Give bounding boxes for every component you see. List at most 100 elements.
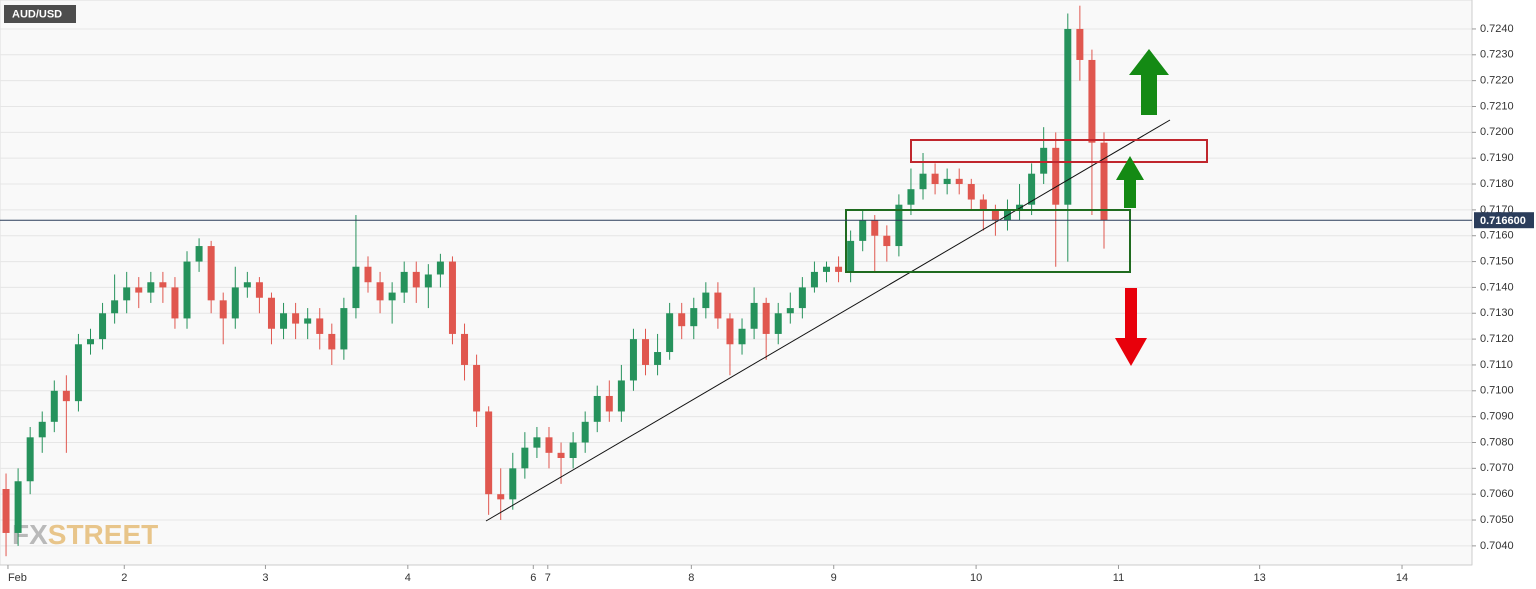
resistance-box bbox=[910, 139, 1208, 163]
y-tick-label: 0.7120 bbox=[1480, 333, 1514, 345]
candle-body bbox=[231, 287, 239, 319]
candle-body bbox=[1088, 59, 1096, 143]
candle-body bbox=[388, 292, 396, 301]
y-tick-label: 0.7180 bbox=[1480, 178, 1514, 190]
candle-body bbox=[243, 282, 251, 288]
y-tick-label: 0.7140 bbox=[1480, 281, 1514, 293]
candle-body bbox=[702, 292, 710, 309]
y-tick-label: 0.7150 bbox=[1480, 255, 1514, 267]
candle-body bbox=[871, 220, 879, 236]
candle-body bbox=[726, 318, 734, 345]
candle-body bbox=[497, 494, 505, 500]
candle-body bbox=[955, 178, 963, 185]
candle-body bbox=[292, 313, 300, 324]
x-tick-label: 6 bbox=[530, 572, 536, 584]
candle-body bbox=[835, 266, 843, 272]
candle-body bbox=[400, 271, 408, 293]
y-tick-label: 0.7110 bbox=[1480, 359, 1513, 371]
down-arrow bbox=[1115, 288, 1147, 366]
x-tick-label: 7 bbox=[545, 572, 551, 584]
y-tick-label: 0.7050 bbox=[1480, 514, 1514, 526]
candle-body bbox=[678, 313, 686, 327]
candle-body bbox=[376, 282, 384, 301]
candle-body bbox=[774, 313, 782, 334]
candle-body bbox=[762, 302, 770, 334]
trend-line bbox=[485, 119, 1171, 522]
candle-body bbox=[38, 421, 46, 438]
x-tick-label: 13 bbox=[1254, 572, 1266, 584]
support-box bbox=[845, 209, 1131, 273]
x-tick-label: Feb bbox=[8, 572, 27, 584]
candle-body bbox=[919, 173, 927, 190]
candle-body bbox=[255, 282, 263, 298]
candle-body bbox=[1016, 204, 1024, 210]
y-tick-label: 0.7160 bbox=[1480, 230, 1514, 242]
candle-body bbox=[979, 199, 987, 210]
candle-body bbox=[750, 302, 758, 329]
candle-body bbox=[448, 261, 456, 334]
candle-body bbox=[593, 395, 601, 422]
candle-body bbox=[2, 489, 10, 533]
candle-body bbox=[714, 292, 722, 319]
candle-body bbox=[171, 287, 179, 319]
candle-body bbox=[533, 437, 541, 448]
candle-body bbox=[304, 318, 312, 324]
candle-body bbox=[316, 318, 324, 334]
candle-body bbox=[798, 287, 806, 309]
y-tick-label: 0.7230 bbox=[1480, 49, 1514, 61]
candle-body bbox=[436, 261, 444, 275]
candle-body bbox=[267, 297, 275, 329]
candle-body bbox=[521, 447, 529, 469]
y-tick-label: 0.7080 bbox=[1480, 436, 1514, 448]
x-tick-label: 4 bbox=[405, 572, 411, 584]
x-tick-label: 8 bbox=[688, 572, 694, 584]
candle-body bbox=[328, 333, 336, 350]
candle-body bbox=[183, 261, 191, 319]
symbol-badge bbox=[4, 5, 76, 23]
candle-body bbox=[26, 437, 34, 482]
y-tick-label: 0.7200 bbox=[1480, 126, 1514, 138]
y-tick-label: 0.7090 bbox=[1480, 411, 1514, 423]
up-arrow-large bbox=[1129, 49, 1169, 115]
y-tick-label: 0.7060 bbox=[1480, 488, 1514, 500]
y-tick-label: 0.7070 bbox=[1480, 462, 1514, 474]
last-price-badge bbox=[1474, 212, 1534, 229]
candle-body bbox=[557, 452, 565, 458]
plot-area bbox=[0, 0, 1473, 566]
candle-body bbox=[1052, 147, 1060, 205]
y-tick-label: 0.7040 bbox=[1480, 540, 1514, 552]
x-tick-label: 2 bbox=[121, 572, 127, 584]
candle-body bbox=[642, 339, 650, 365]
candle-body bbox=[629, 339, 637, 381]
candle-body bbox=[14, 481, 22, 533]
candle-body bbox=[461, 333, 469, 365]
candle-body bbox=[147, 282, 155, 293]
candle-body bbox=[907, 189, 915, 205]
candle-body bbox=[1028, 173, 1036, 205]
y-tick-label: 0.7100 bbox=[1480, 385, 1514, 397]
candle-body bbox=[1100, 142, 1108, 221]
candle-body bbox=[340, 308, 348, 350]
y-tick-label: 0.7190 bbox=[1480, 152, 1514, 164]
candle-body bbox=[50, 390, 58, 422]
candle-body bbox=[135, 287, 143, 293]
candle-body bbox=[74, 344, 82, 402]
candle-body bbox=[617, 380, 625, 412]
candle-body bbox=[424, 274, 432, 288]
candle-body bbox=[822, 266, 830, 272]
candle-body bbox=[219, 300, 227, 319]
candle-body bbox=[99, 313, 107, 340]
candle-body bbox=[895, 204, 903, 247]
candle-body bbox=[666, 313, 674, 353]
candle-body bbox=[207, 246, 215, 301]
candle-body bbox=[654, 352, 662, 365]
candle-body bbox=[412, 271, 420, 288]
candle-body bbox=[786, 308, 794, 314]
candle-body bbox=[352, 266, 360, 309]
y-tick-label: 0.7130 bbox=[1480, 307, 1514, 319]
candle-body bbox=[883, 235, 891, 247]
candle-body bbox=[364, 266, 372, 283]
watermark-street: STREET bbox=[48, 519, 158, 550]
candle-body bbox=[738, 328, 746, 345]
